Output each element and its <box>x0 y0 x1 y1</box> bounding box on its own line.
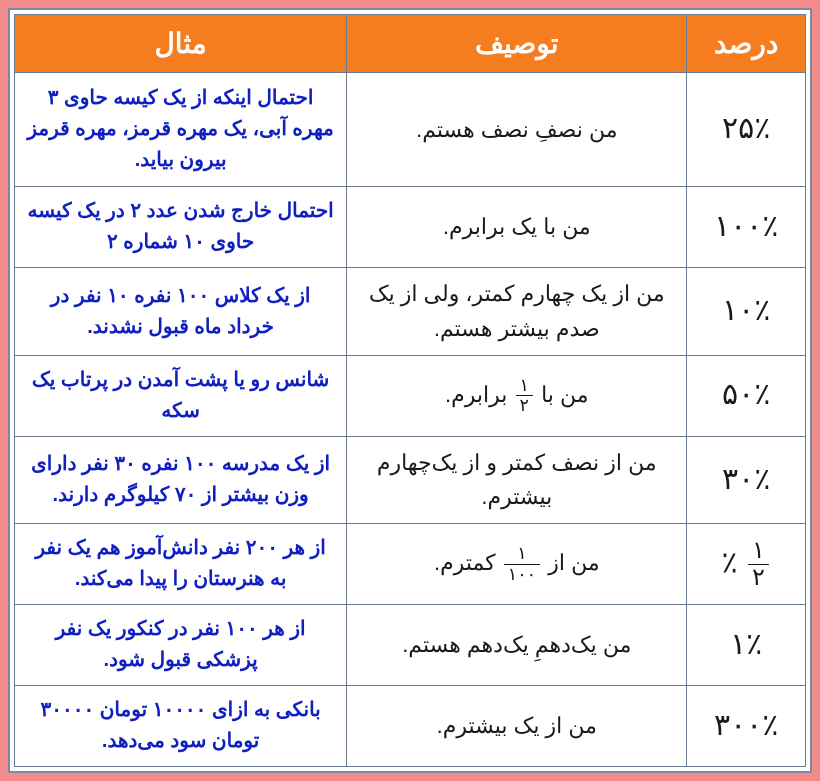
table-body: ۲۵٪من نصفِ نصف هستم.احتمال اینکه از یک ک… <box>15 73 806 767</box>
header-row: درصد توصیف مثال <box>15 15 806 73</box>
description-cell: من از یک بیشترم. <box>347 686 687 767</box>
example-cell: از هر ۱۰۰ نفر در کنکور یک نفر پزشکی قبول… <box>15 605 347 686</box>
percent-cell: ۱۰۰٪ <box>687 187 806 268</box>
table-row: ۵۰٪من با ۱۲ برابرم.شانس رو یا پشت آمدن د… <box>15 355 806 436</box>
example-cell: از یک مدرسه ۱۰۰ نفره ۳۰ نفر دارای وزن بی… <box>15 436 347 524</box>
table-row: ۳۰۰٪من از یک بیشترم.بانکی به ازای ۱۰۰۰۰ … <box>15 686 806 767</box>
example-cell: شانس رو یا پشت آمدن در پرتاب یک سکه <box>15 355 347 436</box>
percent-cell: ۵۰٪ <box>687 355 806 436</box>
example-cell: احتمال خارج شدن عدد ۲ در یک کیسه حاوی ۱۰… <box>15 187 347 268</box>
table-row: ۱۲ ٪من از ۱۱۰۰ کمترم.از هر ۲۰۰ نفر دانش‌… <box>15 524 806 605</box>
example-cell: از هر ۲۰۰ نفر دانش‌آموز هم یک نفر به هنر… <box>15 524 347 605</box>
percent-cell: ۱۲ ٪ <box>687 524 806 605</box>
table-row: ۳۰٪من از نصف کمتر و از یک‌چهارم بیشترم.ا… <box>15 436 806 524</box>
description-cell: من از یک چهارم کمتر، ولی از یک صدم بیشتر… <box>347 268 687 356</box>
table-row: ۱۰٪من از یک چهارم کمتر، ولی از یک صدم بی… <box>15 268 806 356</box>
outer-frame: درصد توصیف مثال ۲۵٪من نصفِ نصف هستم.احتم… <box>0 0 820 781</box>
example-cell: از یک کلاس ۱۰۰ نفره ۱۰ نفر در خرداد ماه … <box>15 268 347 356</box>
inner-frame: درصد توصیف مثال ۲۵٪من نصفِ نصف هستم.احتم… <box>8 8 812 773</box>
header-description: توصیف <box>347 15 687 73</box>
example-cell: بانکی به ازای ۱۰۰۰۰ تومان ۳۰۰۰۰ تومان سو… <box>15 686 347 767</box>
example-cell: احتمال اینکه از یک کیسه حاوی ۳ مهره آبی،… <box>15 73 347 187</box>
description-cell: من یک‌دهمِ یک‌دهم هستم. <box>347 605 687 686</box>
description-cell: من با ۱۲ برابرم. <box>347 355 687 436</box>
description-cell: من با یک برابرم. <box>347 187 687 268</box>
percent-cell: ۳۰۰٪ <box>687 686 806 767</box>
header-percent: درصد <box>687 15 806 73</box>
percent-cell: ۱۰٪ <box>687 268 806 356</box>
percent-cell: ۳۰٪ <box>687 436 806 524</box>
description-cell: من از نصف کمتر و از یک‌چهارم بیشترم. <box>347 436 687 524</box>
description-cell: من نصفِ نصف هستم. <box>347 73 687 187</box>
percent-cell: ۲۵٪ <box>687 73 806 187</box>
percent-table: درصد توصیف مثال ۲۵٪من نصفِ نصف هستم.احتم… <box>14 14 806 767</box>
table-row: ۱۰۰٪من با یک برابرم.احتمال خارج شدن عدد … <box>15 187 806 268</box>
description-cell: من از ۱۱۰۰ کمترم. <box>347 524 687 605</box>
table-row: ۱٪من یک‌دهمِ یک‌دهم هستم.از هر ۱۰۰ نفر د… <box>15 605 806 686</box>
table-row: ۲۵٪من نصفِ نصف هستم.احتمال اینکه از یک ک… <box>15 73 806 187</box>
percent-cell: ۱٪ <box>687 605 806 686</box>
header-example: مثال <box>15 15 347 73</box>
